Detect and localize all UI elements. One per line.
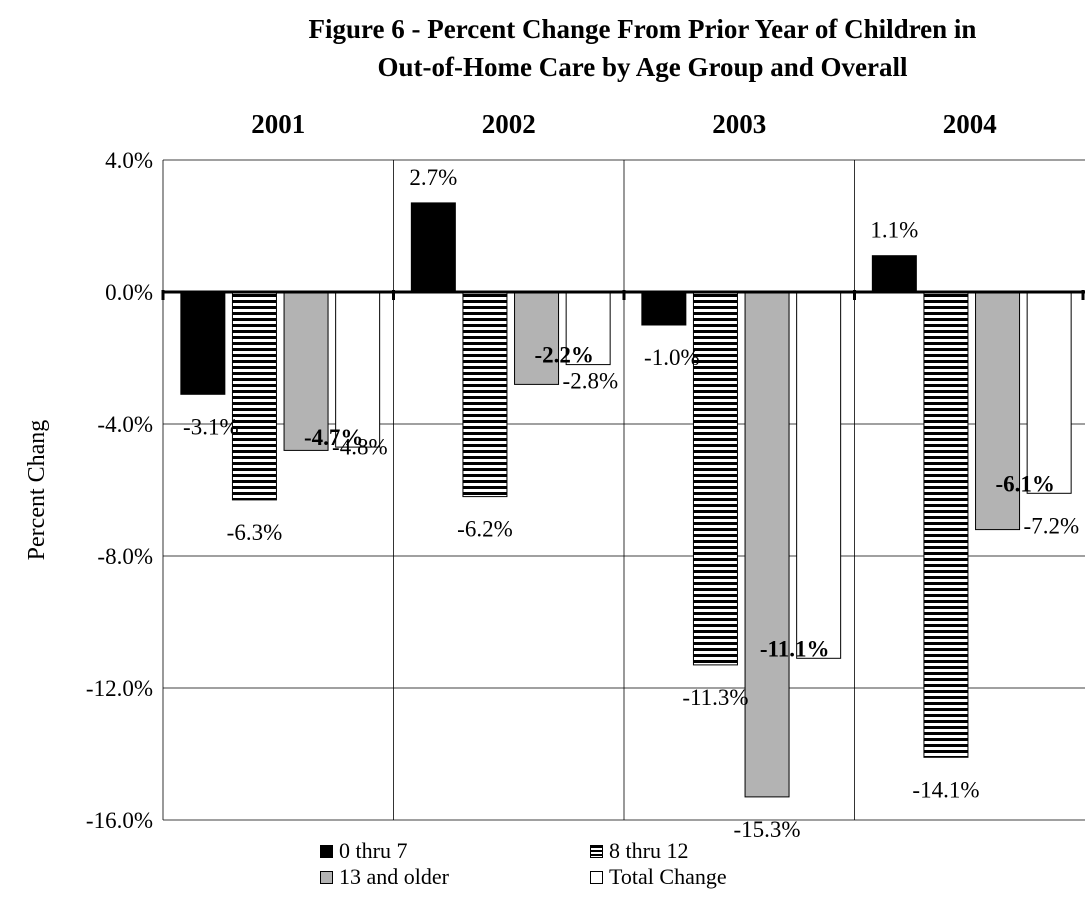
legend-item-13-and-older: 13 and older <box>320 864 590 890</box>
data-label: -11.3% <box>682 685 748 710</box>
legend: 0 thru 7 8 thru 12 13 and older Total Ch… <box>320 838 840 890</box>
bar-13-and-older <box>975 291 1021 531</box>
y-tick-label: 0.0% <box>105 280 153 305</box>
bar-total-change <box>565 291 611 366</box>
y-tick-label: -4.0% <box>97 412 153 437</box>
data-label: -6.2% <box>457 517 513 542</box>
legend-swatch-gray-icon <box>320 870 333 884</box>
legend-swatch-white-icon <box>590 870 603 884</box>
data-label: -3.1% <box>183 414 239 439</box>
bar-total-change <box>335 291 381 448</box>
bar-8-thru-12 <box>462 291 508 498</box>
data-label: -4.8% <box>332 434 388 459</box>
data-label: -6.3% <box>227 520 283 545</box>
category-label: 2004 <box>943 109 997 139</box>
bar-0-thru-7 <box>410 202 456 293</box>
data-label: -15.3% <box>734 817 801 842</box>
category-label: 2002 <box>482 109 536 139</box>
data-label: 1.1% <box>870 218 918 243</box>
chart-title-line-2: Out-of-Home Care by Age Group and Overal… <box>377 52 908 82</box>
legend-label: 0 thru 7 <box>339 838 408 863</box>
bar-0-thru-7 <box>641 291 687 326</box>
chart-title-line-1: Figure 6 - Percent Change From Prior Yea… <box>308 14 977 44</box>
data-label: -2.8% <box>563 368 619 393</box>
legend-label: 13 and older <box>339 864 449 889</box>
data-label: 2.7% <box>409 165 457 190</box>
category-label: 2003 <box>712 109 766 139</box>
data-label: -4.7% <box>304 425 363 450</box>
bar-total-change <box>1026 291 1072 494</box>
data-label: -7.2% <box>1024 514 1080 539</box>
bar-total-change <box>796 291 842 659</box>
y-tick-label: -12.0% <box>86 676 153 701</box>
bar-13-and-older <box>283 291 329 451</box>
bar-8-thru-12 <box>692 291 738 666</box>
bar-0-thru-7 <box>871 255 917 293</box>
data-label: -2.2% <box>534 343 593 368</box>
data-label: -14.1% <box>912 777 979 802</box>
legend-label: 8 thru 12 <box>609 838 689 863</box>
category-label: 2001 <box>251 109 305 139</box>
legend-item-0-thru-7: 0 thru 7 <box>320 838 590 864</box>
legend-label: Total Change <box>609 864 727 889</box>
data-label: -11.1% <box>760 636 830 661</box>
y-axis-title: Percent Chang <box>24 420 50 561</box>
bar-8-thru-12 <box>923 291 969 758</box>
data-label: -6.1% <box>995 471 1054 496</box>
bar-8-thru-12 <box>231 291 277 501</box>
legend-swatch-solid-icon <box>320 844 333 858</box>
y-tick-label: -16.0% <box>86 808 153 833</box>
data-label: -1.0% <box>644 345 700 370</box>
chart-title: Figure 6 - Percent Change From Prior Yea… <box>200 10 1085 86</box>
y-tick-label: 4.0% <box>105 148 153 173</box>
y-tick-label: -8.0% <box>97 544 153 569</box>
legend-swatch-stripe-icon <box>590 844 603 858</box>
bar-13-and-older <box>514 291 560 385</box>
bar-13-and-older <box>744 291 790 798</box>
legend-item-8-thru-12: 8 thru 12 <box>590 838 840 864</box>
bar-0-thru-7 <box>180 291 226 395</box>
legend-item-total-change: Total Change <box>590 864 840 890</box>
